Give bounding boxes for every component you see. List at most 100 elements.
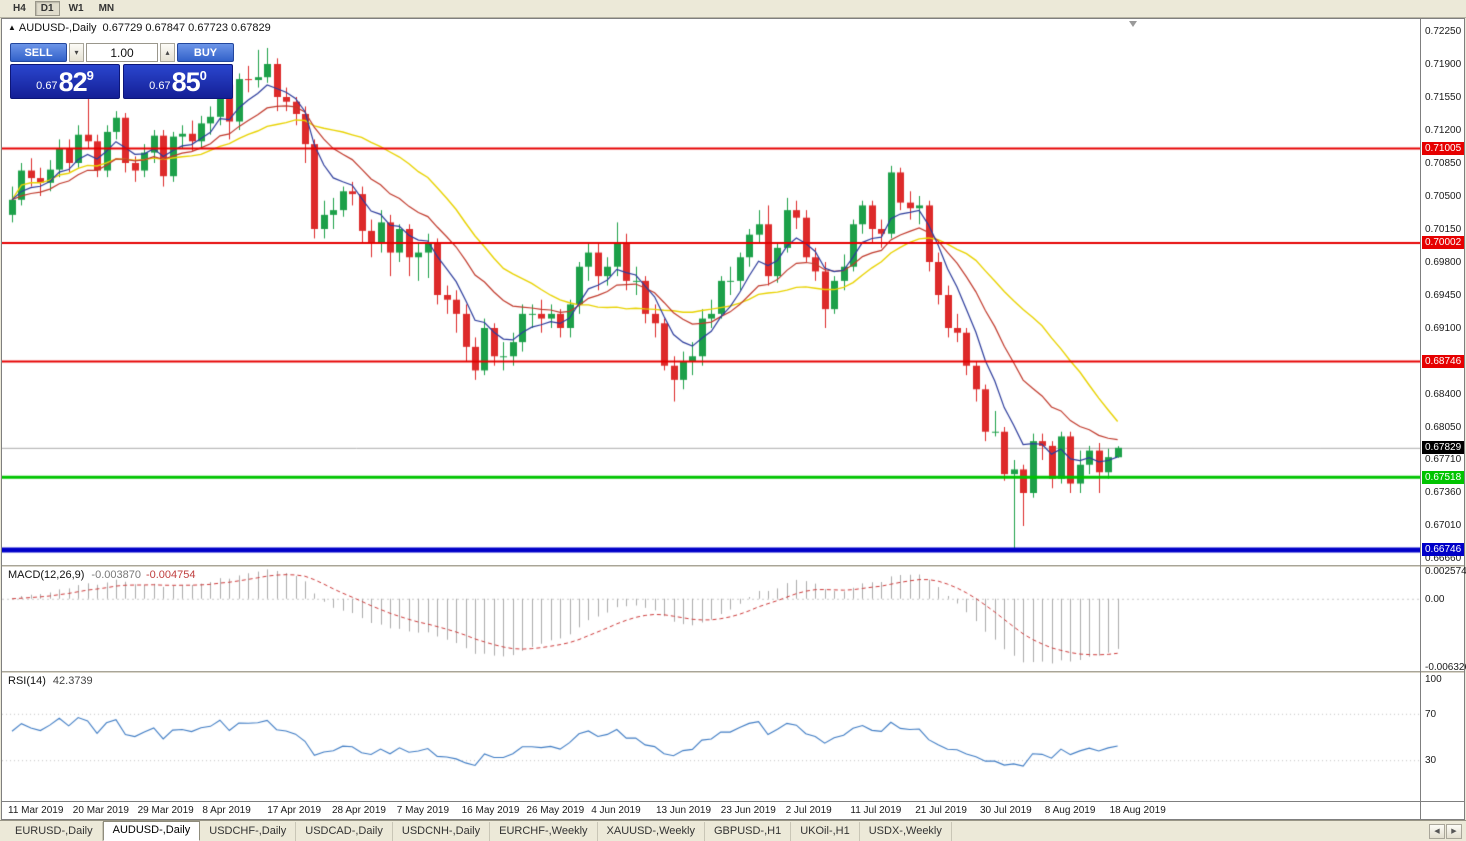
price-tick-label: 0.67360 bbox=[1425, 487, 1462, 499]
pane-divider[interactable] bbox=[2, 565, 1464, 567]
price-tick-label: 0.69800 bbox=[1425, 257, 1462, 268]
macd-main-value: -0.003870 bbox=[91, 569, 141, 581]
date-tick-label: 16 May 2019 bbox=[461, 805, 520, 816]
timeframe-w1-button[interactable]: W1 bbox=[62, 1, 90, 16]
chart-tab-ukoil-h1[interactable]: UKOil-,H1 bbox=[791, 821, 860, 841]
price-tick-label: 0.69100 bbox=[1425, 323, 1462, 334]
price-tick-label: 0.71550 bbox=[1425, 92, 1462, 103]
date-tick-label: 2 Jul 2019 bbox=[785, 805, 832, 816]
sell-button[interactable]: SELL bbox=[10, 43, 67, 62]
chart-tab-usdcnh-daily[interactable]: USDCNH-,Daily bbox=[393, 821, 491, 841]
timeframe-h4-button[interactable]: H4 bbox=[7, 1, 32, 16]
chart-tab-audusd-daily[interactable]: AUDUSD-,Daily bbox=[102, 821, 201, 841]
chart-tab-usdcad-daily[interactable]: USDCAD-,Daily bbox=[296, 821, 393, 841]
macd-tick-label: 0.00 bbox=[1425, 593, 1445, 605]
volume-increase-button[interactable]: ▴ bbox=[160, 43, 175, 62]
date-tick-label: 23 Jun 2019 bbox=[720, 805, 776, 816]
date-tick-label: 13 Jun 2019 bbox=[656, 805, 712, 816]
macd-label: MACD(12,26,9) -0.003870 -0.004754 bbox=[8, 569, 196, 581]
buy-price-box[interactable]: 0.67 85 0 bbox=[123, 64, 233, 99]
chart-tab-usdchf-daily[interactable]: USDCHF-,Daily bbox=[200, 821, 297, 841]
price-pane: ▲ AUDUSD-,Daily 0.67729 0.67847 0.67723 0.… bbox=[2, 19, 1420, 565]
hline-price-badge: 0.71005 bbox=[1422, 141, 1464, 155]
rsi-tick-label: 30 bbox=[1425, 755, 1437, 767]
macd-signal-value: -0.004754 bbox=[145, 569, 196, 581]
macd-pane: MACD(12,26,9) -0.003870 -0.004754 bbox=[2, 567, 1420, 671]
date-tick-label: 20 Mar 2019 bbox=[72, 805, 129, 816]
date-tick-label: 4 Jun 2019 bbox=[591, 805, 641, 816]
price-tick-label: 0.67710 bbox=[1425, 454, 1462, 466]
macd-name: MACD(12,26,9) bbox=[8, 569, 85, 581]
tab-scroll-controls: ◀ ▶ bbox=[1429, 823, 1462, 839]
chart-window: ▲ AUDUSD-,Daily 0.67729 0.67847 0.67723 0.… bbox=[1, 18, 1466, 820]
rsi-pane: RSI(14) 42.3739 bbox=[2, 673, 1420, 801]
macd-tick-label: 0.002574 bbox=[1425, 566, 1466, 577]
hline-price-badge: 0.68746 bbox=[1422, 354, 1464, 368]
hline-price-badge: 0.67518 bbox=[1422, 470, 1464, 484]
chart-tab-gbpusd-h1[interactable]: GBPUSD-,H1 bbox=[705, 821, 792, 841]
price-tick-label: 0.66660 bbox=[1425, 553, 1462, 565]
price-axis[interactable]: 0.72250 0.71900 0.71550 0.71200 0.70850 0.705… bbox=[1420, 19, 1466, 819]
rsi-value: 42.3739 bbox=[52, 675, 93, 687]
symbol-triangle-icon: ▲ bbox=[8, 23, 16, 32]
hline-price-badge: 0.70002 bbox=[1422, 236, 1464, 250]
price-tick-label: 0.70850 bbox=[1425, 158, 1462, 169]
rsi-tick-label: 100 bbox=[1425, 674, 1442, 685]
date-tick-label: 29 Mar 2019 bbox=[137, 805, 194, 816]
price-tick-label: 0.71900 bbox=[1425, 59, 1462, 70]
sell-price-prefix: 0.67 bbox=[36, 80, 58, 92]
chart-tabs: EURUSD-,Daily AUDUSD-,Daily USDCHF-,Daily U… bbox=[6, 821, 952, 841]
date-tick-label: 7 May 2019 bbox=[396, 805, 450, 816]
price-chart-canvas[interactable] bbox=[2, 19, 1420, 565]
tab-scroll-right-button[interactable]: ▶ bbox=[1446, 823, 1462, 839]
date-tick-label: 8 Apr 2019 bbox=[202, 805, 251, 816]
date-tick-label: 17 Apr 2019 bbox=[267, 805, 322, 816]
chart-tab-usdx-weekly[interactable]: USDX-,Weekly bbox=[860, 821, 952, 841]
volume-input[interactable] bbox=[86, 43, 158, 62]
chart-shift-marker-icon bbox=[1129, 21, 1137, 27]
price-tick-label: 0.68400 bbox=[1425, 389, 1462, 400]
sell-price-box[interactable]: 0.67 82 9 bbox=[10, 64, 120, 99]
buy-price-prefix: 0.67 bbox=[149, 80, 171, 92]
sell-price-big: 82 bbox=[58, 66, 88, 97]
buy-price-pip: 0 bbox=[199, 67, 207, 83]
date-tick-label: 8 Aug 2019 bbox=[1044, 805, 1096, 816]
hline-price-badge: 0.66746 bbox=[1422, 543, 1464, 557]
price-tick-label: 0.69450 bbox=[1425, 290, 1462, 301]
chart-tabs-bar: EURUSD-,Daily AUDUSD-,Daily USDCHF-,Daily U… bbox=[0, 820, 1466, 841]
time-axis[interactable]: 11 Mar 2019 20 Mar 2019 29 Mar 2019 8 Apr 2… bbox=[2, 801, 1464, 819]
timeframe-mn-button[interactable]: MN bbox=[92, 1, 121, 16]
chart-tab-xauusd-weekly[interactable]: XAUUSD-,Weekly bbox=[598, 821, 705, 841]
date-tick-label: 28 Apr 2019 bbox=[332, 805, 386, 816]
chart-symbol-label: AUDUSD-,Daily bbox=[18, 22, 97, 34]
date-tick-label: 18 Aug 2019 bbox=[1109, 805, 1166, 816]
volume-decrease-button[interactable]: ▾ bbox=[69, 43, 84, 62]
tab-scroll-left-button[interactable]: ◀ bbox=[1429, 823, 1445, 839]
rsi-tick-label: 70 bbox=[1425, 708, 1437, 720]
buy-button[interactable]: BUY bbox=[177, 43, 234, 62]
chart-ohlc-values: 0.67729 0.67847 0.67723 0.67829 bbox=[102, 22, 271, 34]
pane-divider[interactable] bbox=[2, 671, 1464, 673]
macd-indicator-canvas[interactable] bbox=[2, 567, 1420, 671]
price-tick-label: 0.70500 bbox=[1425, 191, 1462, 202]
date-tick-label: 21 Jul 2019 bbox=[915, 805, 967, 816]
buy-price-big: 85 bbox=[171, 66, 201, 97]
price-tick-label: 0.68050 bbox=[1425, 422, 1462, 433]
chart-tab-eurchf-weekly[interactable]: EURCHF-,Weekly bbox=[490, 821, 598, 841]
date-tick-label: 11 Jul 2019 bbox=[850, 805, 902, 816]
date-tick-label: 11 Mar 2019 bbox=[8, 805, 64, 816]
timeframe-d1-button[interactable]: D1 bbox=[34, 1, 60, 16]
macd-tick-label: -0.006326 bbox=[1425, 662, 1466, 673]
rsi-name: RSI(14) bbox=[8, 675, 46, 687]
timeframe-toolbar: H4 D1 W1 MN bbox=[0, 0, 1466, 18]
chart-header: ▲ AUDUSD-,Daily 0.67729 0.67847 0.67723 0.… bbox=[8, 22, 271, 34]
rsi-indicator-canvas[interactable] bbox=[2, 673, 1420, 801]
price-tick-label: 0.72250 bbox=[1425, 26, 1462, 37]
price-tick-label: 0.70150 bbox=[1425, 224, 1462, 235]
date-tick-label: 30 Jul 2019 bbox=[980, 805, 1032, 816]
price-tick-label: 0.67010 bbox=[1425, 520, 1462, 532]
date-tick-label: 26 May 2019 bbox=[526, 805, 585, 816]
sell-price-pip: 9 bbox=[86, 67, 94, 83]
chart-tab-eurusd-daily[interactable]: EURUSD-,Daily bbox=[6, 821, 103, 841]
